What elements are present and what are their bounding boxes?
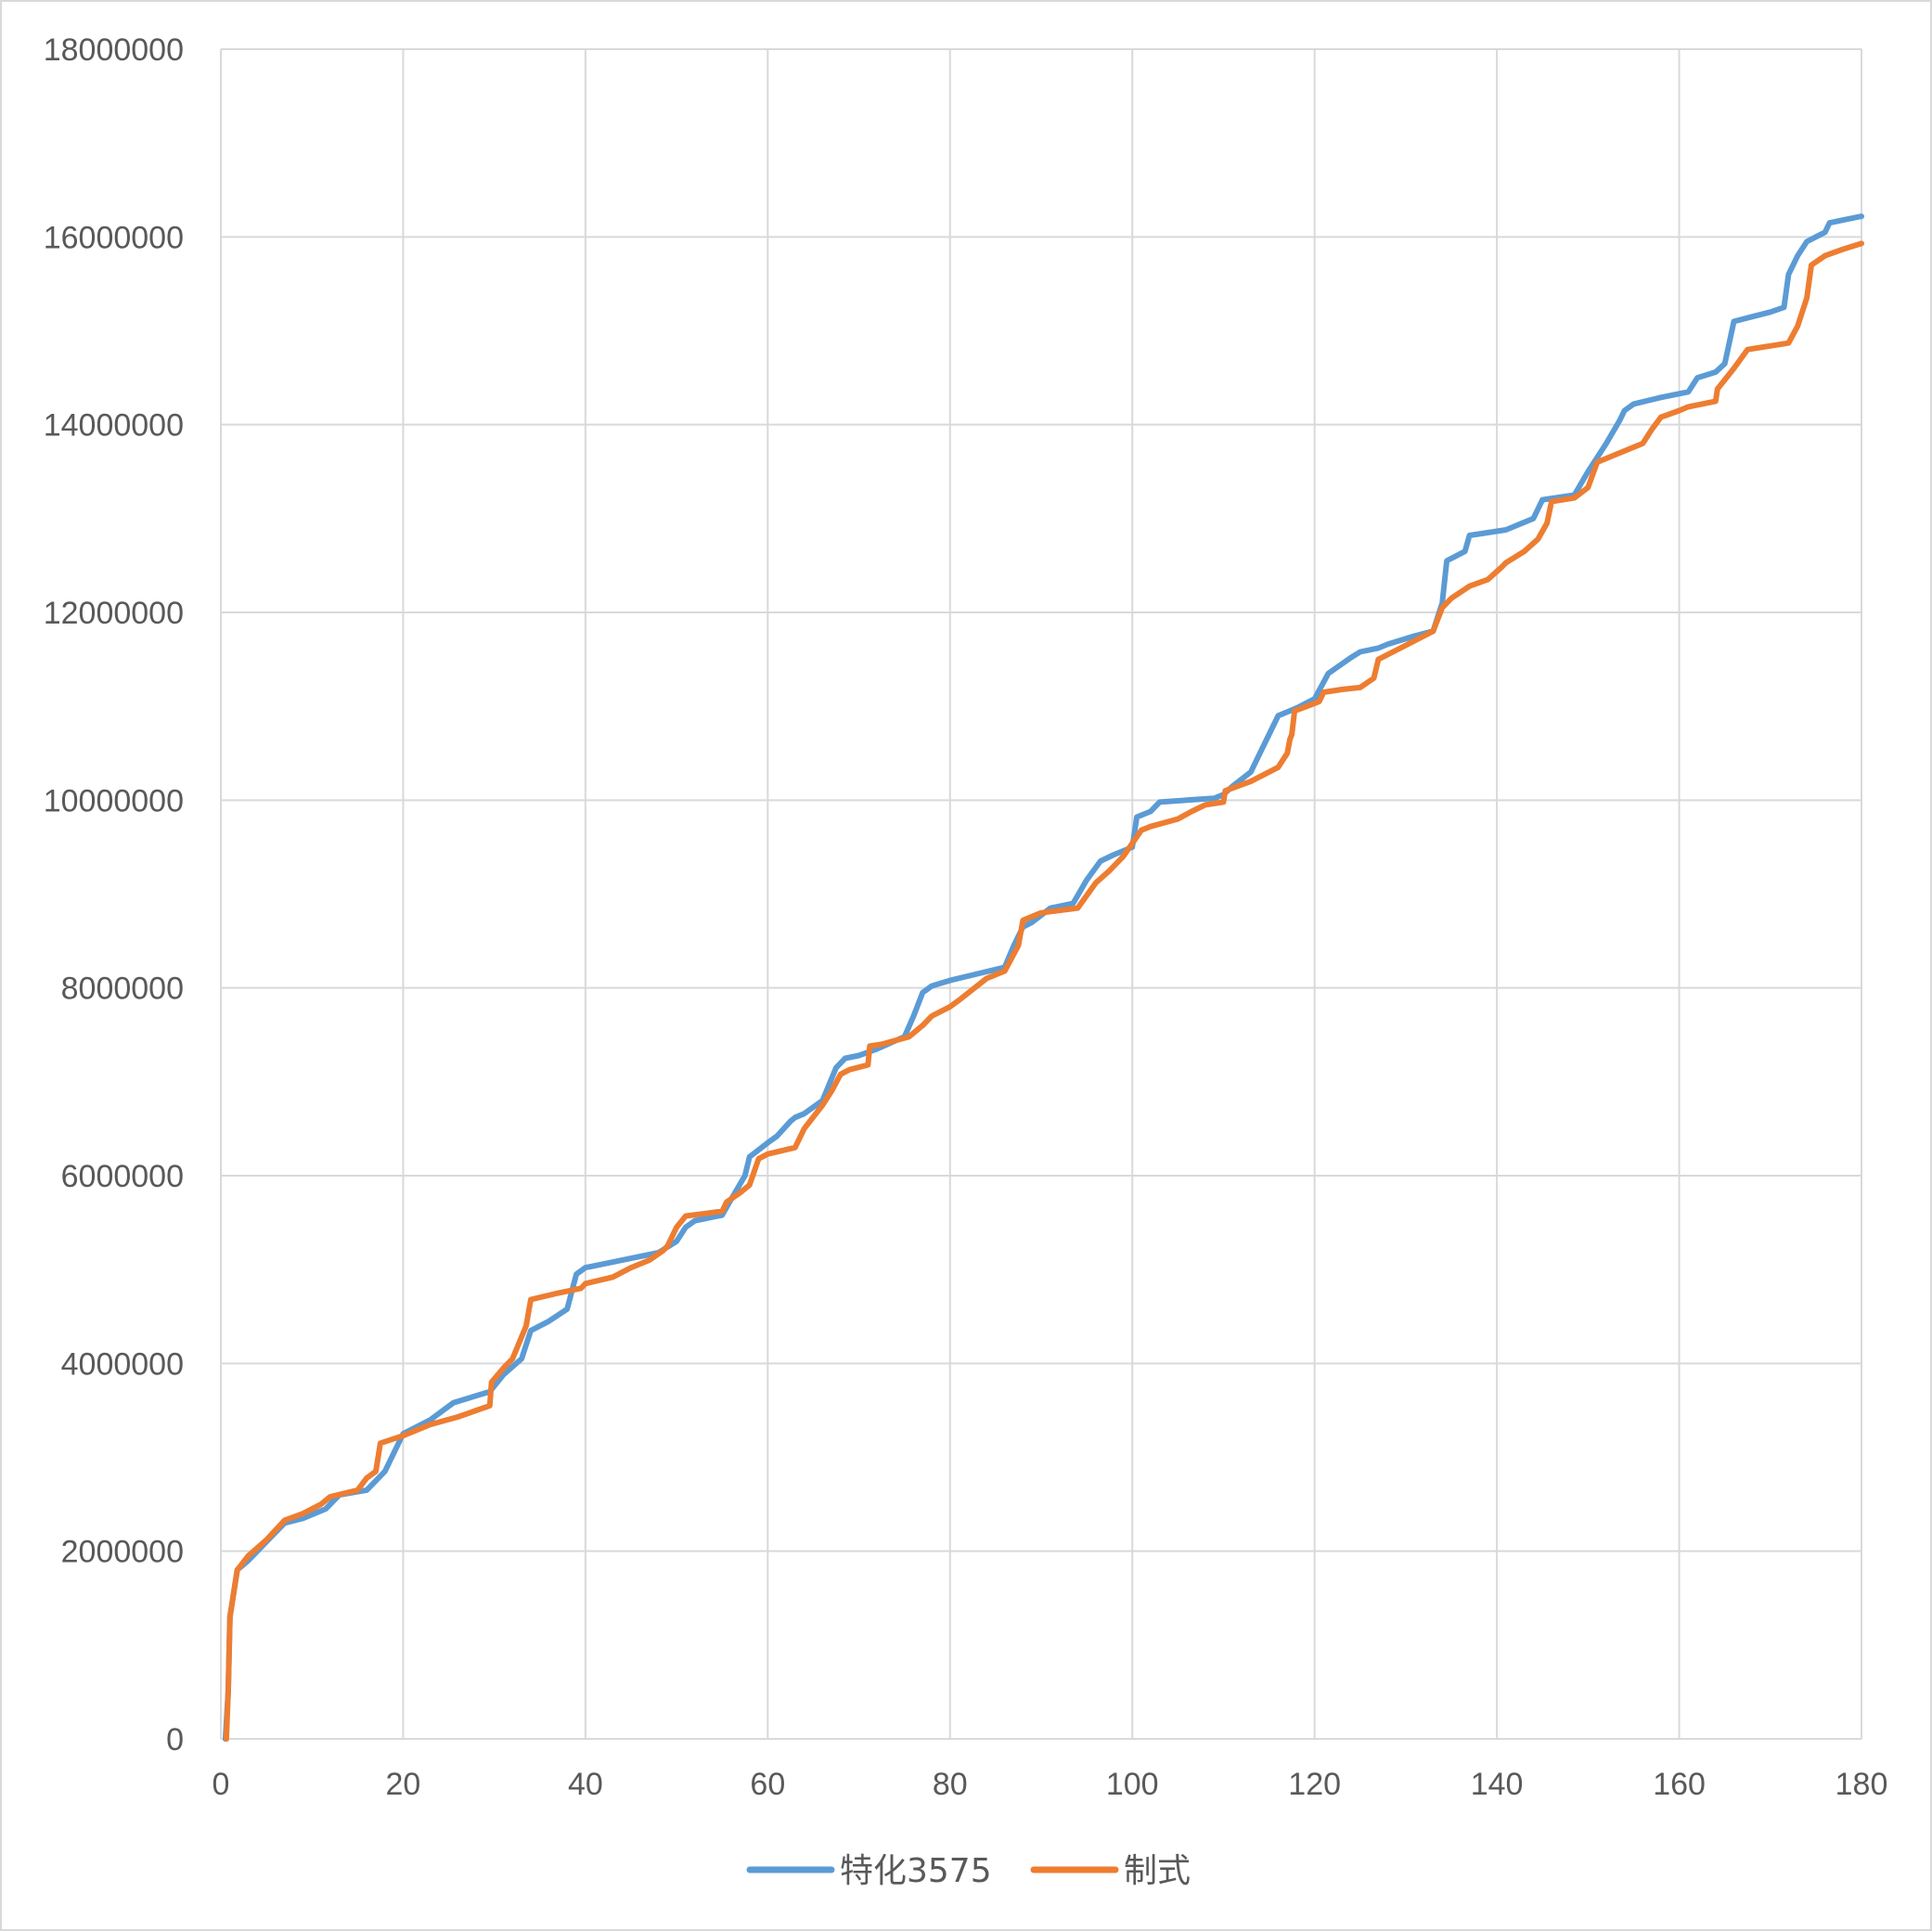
- y-tick-label: 4000000: [61, 1346, 184, 1382]
- series-line-1: [222, 213, 1864, 1742]
- y-axis-tick-labels: 0 2000000 4000000 6000000 8000000 10000000 120…: [44, 32, 184, 1757]
- gridlines: [220, 48, 1862, 1740]
- y-tick-label: 6000000: [61, 1159, 184, 1194]
- y-tick-label: 14000000: [44, 408, 184, 444]
- x-tick-label: 0: [213, 1767, 230, 1802]
- x-tick-label: 180: [1835, 1767, 1888, 1802]
- y-tick-label: 0: [166, 1722, 184, 1757]
- y-tick-label: 16000000: [44, 220, 184, 255]
- x-axis-tick-labels: 0 20 40 60 80 100 120 140 160 180: [213, 1767, 1888, 1802]
- y-tick-label: 12000000: [44, 596, 184, 631]
- legend: 特化3575 制式: [746, 1852, 1191, 1890]
- legend-label: 特化3575: [840, 1852, 992, 1890]
- x-tick-label: 100: [1106, 1767, 1159, 1802]
- y-tick-label: 2000000: [61, 1535, 184, 1570]
- x-tick-label: 60: [750, 1767, 785, 1802]
- x-tick-label: 140: [1471, 1767, 1524, 1802]
- y-tick-label: 18000000: [44, 32, 184, 68]
- x-tick-label: 120: [1288, 1767, 1341, 1802]
- legend-item: 特化3575: [746, 1852, 992, 1890]
- x-tick-label: 80: [933, 1767, 968, 1802]
- legend-item: 制式: [1030, 1852, 1191, 1890]
- x-tick-label: 160: [1653, 1767, 1706, 1802]
- y-tick-label: 10000000: [44, 783, 184, 818]
- series-lines: [222, 213, 1864, 1742]
- series-line-2: [223, 240, 1864, 1742]
- y-tick-label: 8000000: [61, 972, 184, 1007]
- x-tick-label: 20: [386, 1767, 421, 1802]
- legend-label: 制式: [1124, 1852, 1191, 1890]
- x-tick-label: 40: [568, 1767, 603, 1802]
